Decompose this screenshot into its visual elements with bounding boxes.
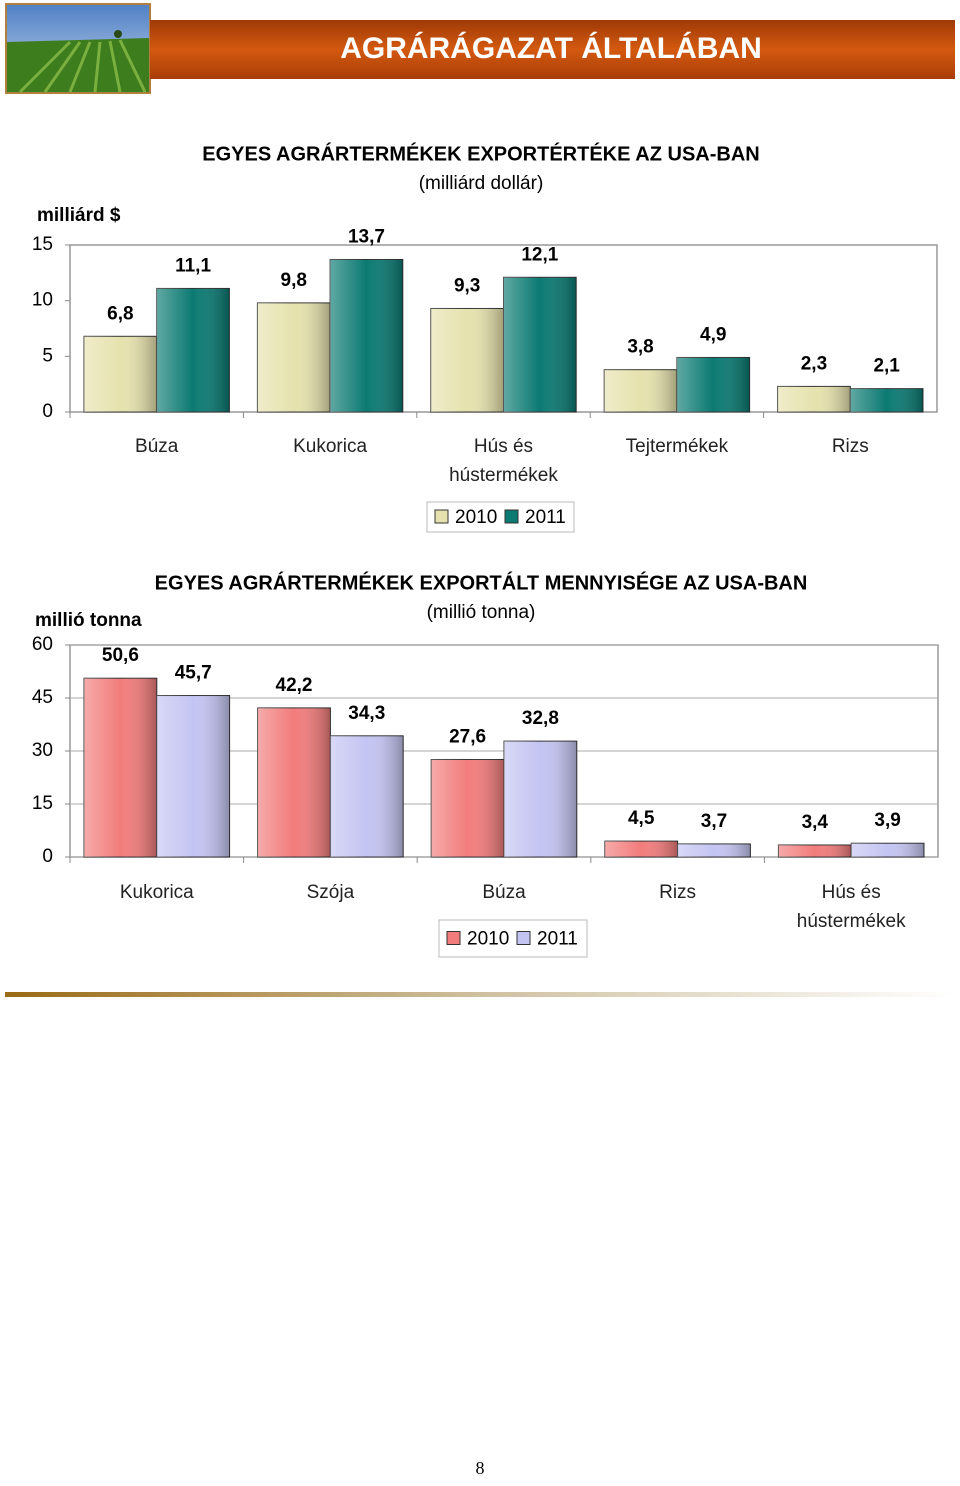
value-label: 4,5 — [628, 808, 655, 829]
bar-shade — [503, 277, 577, 412]
value-label: 3,7 — [701, 811, 727, 832]
bar-shade — [604, 841, 678, 857]
bar-shade — [777, 386, 851, 412]
x-tick-label: Hús és hústermékek — [449, 436, 558, 486]
y-tick-label: 5 — [42, 345, 53, 366]
value-label: 50,6 — [102, 645, 139, 666]
x-tick-label: Szója — [306, 882, 355, 903]
x-tick-label-box: Hús és hústermékek — [796, 882, 906, 932]
x-tick-label: Kukorica — [293, 436, 368, 457]
legend-swatch — [434, 509, 449, 524]
value-label: 9,3 — [454, 275, 480, 296]
value-label: 27,6 — [449, 726, 486, 747]
bar-shade — [330, 735, 404, 857]
chart-subtitle: (millió tonna) — [427, 602, 536, 623]
bar-shade — [330, 259, 403, 412]
bar-shade — [431, 759, 504, 857]
y-axis-label: milliárd $ — [37, 205, 121, 226]
legend-label: 2011 — [525, 507, 566, 528]
header-title: AGRÁRÁGAZAT ÁLTALÁBAN — [340, 31, 762, 65]
y-tick-label: 15 — [32, 234, 53, 255]
x-tick-label-box: Kukorica — [293, 436, 368, 457]
value-label: 4,9 — [700, 324, 726, 345]
value-label: 6,8 — [107, 303, 133, 324]
bar-shade — [677, 843, 751, 857]
bar-shade — [84, 336, 157, 412]
chart-title: EGYES AGRÁRTERMÉKEK EXPORTÉRTÉKE AZ USA-… — [202, 142, 759, 165]
value-label: 2,1 — [873, 356, 900, 377]
y-tick-label: 15 — [32, 793, 53, 814]
y-tick-label: 0 — [42, 401, 53, 422]
bar-shade — [156, 695, 230, 857]
value-label: 3,4 — [802, 812, 829, 833]
legend — [426, 501, 575, 533]
bar-shade — [604, 369, 677, 412]
value-label: 11,1 — [175, 255, 211, 276]
x-tick-label-box: Szója — [306, 882, 355, 903]
bar-shade — [850, 388, 923, 412]
value-label: 13,7 — [348, 226, 385, 247]
divider — [5, 992, 955, 997]
header-bar — [150, 20, 955, 79]
x-tick-label: Rizs — [659, 882, 697, 903]
value-label: 3,8 — [627, 337, 653, 358]
x-tick-label-box: Rizs — [659, 882, 697, 903]
y-tick-label: 0 — [42, 846, 53, 867]
value-label: 32,8 — [522, 708, 559, 729]
y-axis-label: millió tonna — [35, 610, 142, 631]
x-tick-label: Búza — [482, 882, 526, 903]
y-tick-label: 45 — [32, 687, 53, 708]
page-number: 8 — [476, 1458, 485, 1478]
bar-shade — [851, 843, 924, 857]
x-tick-label: Tejtermékek — [625, 436, 729, 457]
chart-title: EGYES AGRÁRTERMÉKEK EXPORTÁLT MENNYISÉGE… — [155, 571, 808, 594]
y-tick-label: 10 — [32, 290, 53, 311]
bar-shade — [676, 357, 750, 412]
legend-swatch — [516, 931, 531, 945]
value-label: 9,8 — [281, 270, 307, 291]
y-tick-label: 30 — [32, 740, 53, 761]
x-tick-label-box: Tejtermékek — [625, 436, 729, 457]
legend-swatch — [446, 931, 461, 945]
x-tick-label: Rizs — [831, 436, 869, 457]
x-tick-label-box: Kukorica — [119, 882, 194, 903]
legend-label: 2010 — [467, 929, 509, 950]
x-tick-label-box: Rizs — [831, 436, 869, 457]
bar-shade — [504, 741, 577, 857]
bar-shade — [156, 288, 230, 412]
x-tick-label-box: Búza — [135, 436, 179, 457]
legend — [438, 919, 588, 958]
value-label: 42,2 — [276, 675, 313, 696]
legend-label: 2011 — [537, 929, 578, 950]
value-label: 12,1 — [521, 244, 558, 265]
header-image — [5, 3, 151, 94]
bar-shade — [430, 308, 504, 412]
value-label: 45,7 — [175, 663, 212, 684]
chart-subtitle: (milliárd dollár) — [419, 173, 544, 194]
x-tick-label-box: Búza — [482, 882, 526, 903]
x-tick-label: Kukorica — [119, 882, 194, 903]
bar-shade — [84, 678, 157, 857]
value-label: 2,3 — [801, 353, 827, 374]
legend-label: 2010 — [455, 507, 497, 528]
bar-shade — [257, 707, 331, 857]
x-tick-label: Hús és hústermékek — [796, 882, 906, 932]
value-label: 34,3 — [348, 703, 385, 724]
legend-swatch — [504, 509, 519, 524]
x-tick-label: Búza — [135, 436, 179, 457]
y-tick-label: 60 — [32, 634, 53, 655]
value-label: 3,9 — [874, 810, 900, 831]
bar-shade — [257, 302, 331, 412]
bar-shade — [778, 844, 852, 857]
x-tick-label-box: Hús és hústermékek — [449, 436, 558, 486]
